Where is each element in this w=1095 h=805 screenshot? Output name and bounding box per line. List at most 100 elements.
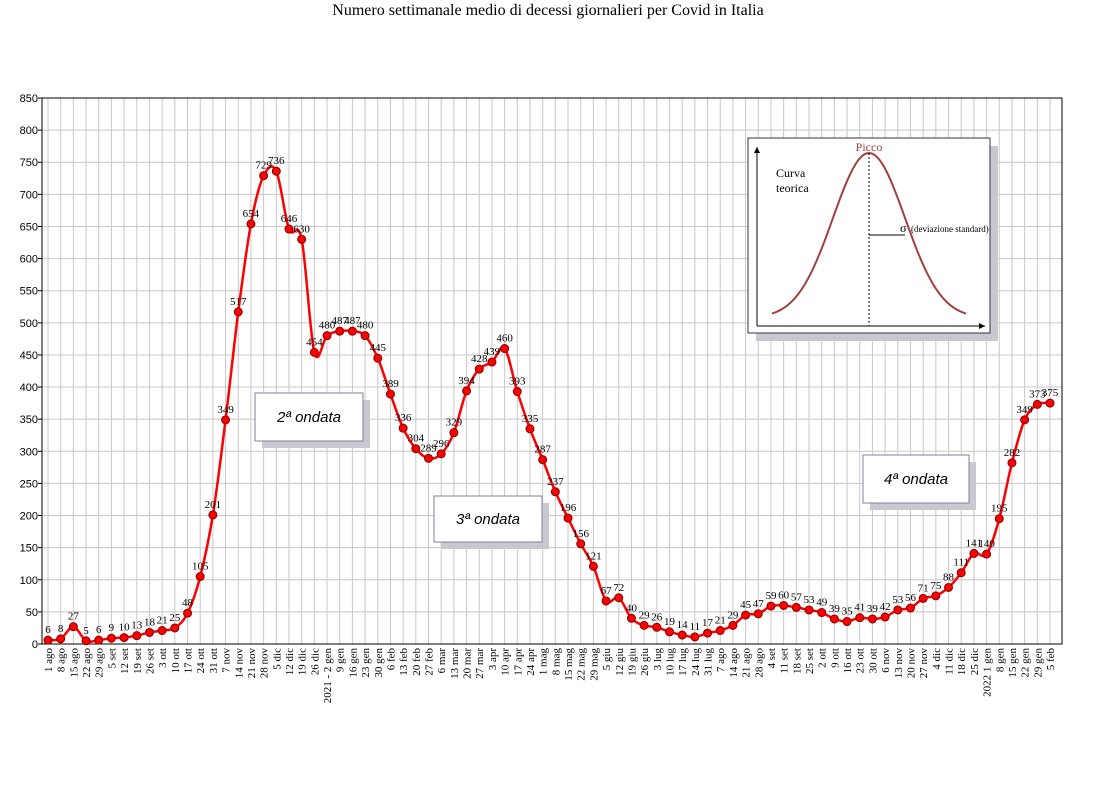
marker: [563, 513, 573, 523]
x-tick-label: 29 ago: [94, 648, 106, 678]
marker: [944, 582, 954, 592]
inset-label-line: Curva: [776, 166, 806, 180]
data-label: 389: [382, 378, 399, 390]
marker: [449, 428, 459, 438]
data-label: 646: [281, 213, 298, 225]
x-tick-label: 10 lug: [664, 648, 676, 676]
x-tick-label: 22 ago: [81, 648, 93, 678]
marker: [195, 572, 205, 582]
data-label: 53: [892, 594, 904, 606]
data-label: 289: [420, 442, 437, 454]
x-tick-label: 1 mag: [538, 648, 550, 676]
marker: [512, 387, 522, 397]
data-label: 9: [109, 622, 115, 634]
marker: [804, 605, 814, 615]
data-label: 14: [677, 619, 689, 631]
x-tick-label: 10 ott: [170, 648, 182, 673]
data-label: 105: [192, 561, 209, 573]
x-tick-label: 27 mar: [474, 648, 486, 679]
marker: [728, 620, 738, 630]
x-tick-label: 18 set: [791, 648, 803, 674]
data-label: 35: [842, 606, 854, 618]
marker: [753, 609, 763, 619]
annotation: 3ª ondata: [456, 511, 520, 528]
data-label: 11: [690, 621, 701, 633]
marker: [931, 591, 941, 601]
x-tick-label: 30 gen: [373, 648, 385, 678]
x-tick-label: 17 lug: [677, 648, 689, 676]
x-tick-label: 24 ott: [195, 648, 207, 673]
marker: [918, 593, 928, 603]
x-tick-label: 12 set: [119, 648, 131, 674]
x-tick-label: 5 set: [106, 648, 118, 668]
data-label: 88: [943, 571, 955, 583]
data-label: 654: [243, 208, 260, 220]
marker: [652, 622, 662, 632]
data-label: 39: [829, 603, 841, 615]
data-label: 296: [433, 438, 450, 450]
marker: [817, 608, 827, 618]
data-label: 111: [953, 557, 969, 569]
data-label: 41: [854, 602, 865, 614]
marker: [221, 415, 231, 425]
data-label: 40: [626, 602, 638, 614]
data-label: 48: [182, 597, 194, 609]
x-tick-label: 24 apr: [525, 648, 537, 676]
data-label: 329: [446, 417, 463, 429]
annotation-box: [433, 495, 543, 543]
annotation-box: [862, 454, 970, 504]
chart-title: Numero settimanale medio di decessi gior…: [332, 2, 763, 19]
marker: [322, 331, 332, 341]
x-tick-label: 16 gen: [347, 648, 359, 678]
x-tick-label: 19 dic: [297, 648, 309, 675]
marker: [335, 326, 345, 336]
data-label: 42: [880, 601, 891, 613]
data-label: 428: [471, 353, 488, 365]
data-label: 195: [991, 503, 1008, 515]
x-tick-label: 7 ago: [715, 648, 727, 673]
marker: [525, 424, 535, 434]
x-tick-label: 11 set: [779, 648, 791, 674]
marker: [690, 632, 700, 642]
marker: [829, 614, 839, 624]
marker: [1032, 399, 1042, 409]
x-tick-label: 22 gen: [1020, 648, 1032, 678]
marker: [664, 627, 674, 637]
annotation: 4ª ondata: [884, 471, 948, 488]
marker: [905, 603, 915, 613]
marker: [842, 617, 852, 627]
data-label: 729: [255, 160, 272, 172]
data-label: 13: [131, 620, 143, 632]
data-label: 517: [230, 296, 247, 308]
data-label: 8: [58, 623, 64, 635]
x-tick-label: 25 dic: [969, 648, 981, 675]
data-label: 17: [702, 617, 714, 629]
data-label: 349: [1016, 404, 1033, 416]
marker: [791, 602, 801, 612]
x-tick-label: 24 lug: [690, 648, 702, 676]
inset-label: Picco: [856, 140, 883, 154]
x-tick-label: 4 dic: [931, 648, 943, 670]
x-tick-label: 19 set: [132, 648, 144, 674]
y-tick-label: 250: [20, 478, 38, 490]
data-label: 439: [484, 346, 501, 358]
y-tick-label: 850: [20, 93, 38, 105]
data-label: 57: [791, 591, 803, 603]
x-tick-label: 3 ott: [157, 648, 169, 668]
marker: [576, 539, 586, 549]
x-tick-label: 5 giu: [601, 648, 613, 671]
marker: [779, 600, 789, 610]
y-tick-label: 700: [20, 189, 38, 201]
x-tick-label: 2 ott: [817, 648, 829, 668]
data-label: 26: [651, 611, 663, 623]
x-tick-label: 10 apr: [500, 648, 512, 676]
data-label: 27: [68, 611, 80, 623]
x-tick-label: 9 ott: [829, 648, 841, 668]
x-tick-label: 12 dic: [284, 648, 296, 675]
x-tick-label: 6 feb: [385, 648, 397, 671]
inset-label: Curva teorica: [776, 166, 809, 195]
data-label: 6: [96, 624, 102, 636]
y-tick-label: 750: [20, 157, 38, 169]
data-label: 335: [522, 413, 539, 425]
